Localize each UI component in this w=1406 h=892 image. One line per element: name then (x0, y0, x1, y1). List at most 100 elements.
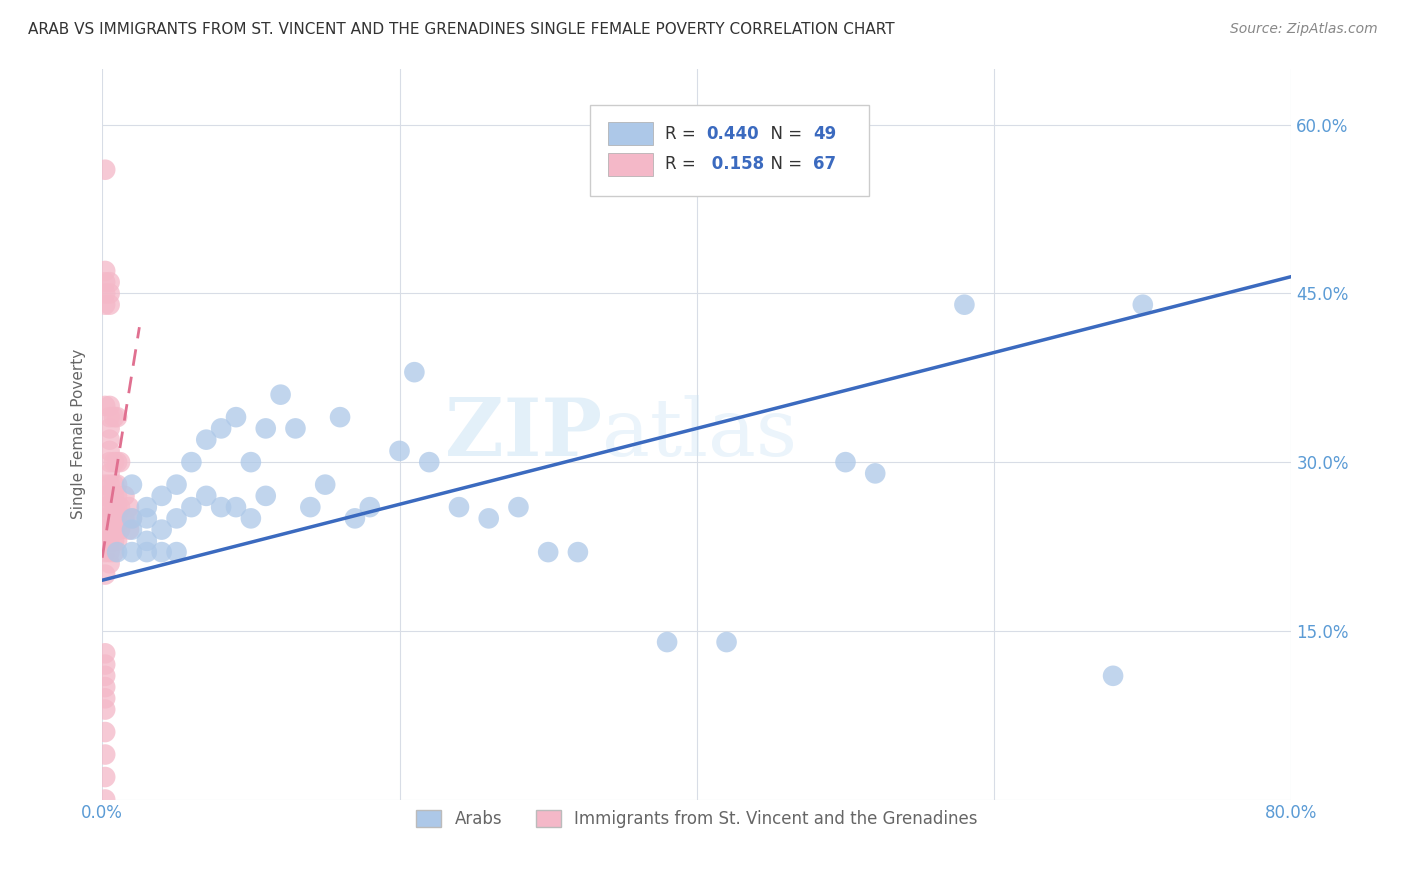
Point (103, 523, 125, 537)
Point (118, 500, 141, 515)
Text: ZIP: ZIP (444, 395, 602, 473)
Point (98, 511, 121, 525)
Point (94, 545, 117, 559)
Text: R =: R = (665, 155, 700, 173)
Point (105, 410, 128, 425)
Point (98, 286, 121, 301)
Point (94, 264, 117, 278)
Point (299, 500, 322, 515)
Point (195, 433, 218, 447)
Point (114, 511, 136, 525)
FancyBboxPatch shape (607, 122, 652, 145)
Point (254, 489, 277, 503)
Point (508, 500, 530, 515)
Point (254, 421, 277, 435)
Point (108, 500, 131, 515)
Point (359, 500, 381, 515)
Point (418, 455, 440, 469)
Point (98, 275, 121, 289)
Point (270, 387, 292, 401)
Text: atlas: atlas (602, 395, 797, 473)
Point (98, 433, 121, 447)
Text: 0.158: 0.158 (706, 155, 765, 173)
Point (239, 511, 262, 525)
Point (94, 298, 117, 312)
Text: ARAB VS IMMIGRANTS FROM ST. VINCENT AND THE GRENADINES SINGLE FEMALE POVERTY COR: ARAB VS IMMIGRANTS FROM ST. VINCENT AND … (28, 22, 894, 37)
Point (98, 421, 121, 435)
Point (103, 455, 125, 469)
Point (105, 500, 128, 515)
Point (166, 477, 188, 491)
Point (94, 657, 117, 672)
Text: N =: N = (759, 155, 807, 173)
Point (388, 443, 411, 458)
Point (314, 477, 336, 491)
Point (329, 410, 352, 425)
Point (98, 467, 121, 481)
Point (953, 298, 976, 312)
Point (98, 489, 121, 503)
Point (103, 477, 125, 491)
Point (105, 533, 128, 548)
Point (94, 286, 117, 301)
Point (105, 545, 128, 559)
Text: 0.440: 0.440 (706, 125, 759, 143)
Point (135, 533, 157, 548)
FancyBboxPatch shape (607, 153, 652, 176)
Point (98, 557, 121, 571)
Point (209, 500, 232, 515)
Point (98, 399, 121, 413)
Point (103, 410, 125, 425)
Point (98, 500, 121, 515)
Point (94, 533, 117, 548)
Point (121, 545, 143, 559)
Point (98, 443, 121, 458)
Point (135, 545, 157, 559)
Point (343, 511, 366, 525)
Point (150, 523, 173, 537)
Point (94, 702, 117, 716)
Point (180, 455, 202, 469)
Point (103, 489, 125, 503)
FancyBboxPatch shape (589, 105, 869, 196)
Point (225, 410, 247, 425)
Point (103, 545, 125, 559)
Point (180, 500, 202, 515)
Point (404, 365, 426, 379)
Text: N =: N = (759, 125, 807, 143)
Point (94, 680, 117, 694)
Point (103, 511, 125, 525)
Point (478, 511, 501, 525)
Point (166, 511, 188, 525)
Point (94, 523, 117, 537)
Point (98, 533, 121, 548)
Point (121, 477, 143, 491)
Point (105, 489, 128, 503)
Point (94, 477, 117, 491)
Point (135, 511, 157, 525)
Point (98, 545, 121, 559)
Point (103, 500, 125, 515)
Point (94, 511, 117, 525)
Point (135, 500, 157, 515)
Point (225, 500, 247, 515)
Point (98, 523, 121, 537)
Point (655, 635, 678, 649)
Point (94, 567, 117, 582)
Point (121, 511, 143, 525)
Text: Source: ZipAtlas.com: Source: ZipAtlas.com (1230, 22, 1378, 37)
Point (1132, 298, 1154, 312)
Legend: Arabs, Immigrants from St. Vincent and the Grenadines: Arabs, Immigrants from St. Vincent and t… (409, 804, 984, 835)
Point (98, 410, 121, 425)
Point (114, 489, 136, 503)
Point (537, 545, 560, 559)
Point (121, 511, 143, 525)
Text: 49: 49 (814, 125, 837, 143)
Point (150, 545, 173, 559)
Point (105, 477, 128, 491)
Point (94, 747, 117, 762)
Point (239, 455, 262, 469)
Point (284, 421, 307, 435)
Point (1102, 669, 1125, 683)
Point (447, 500, 470, 515)
